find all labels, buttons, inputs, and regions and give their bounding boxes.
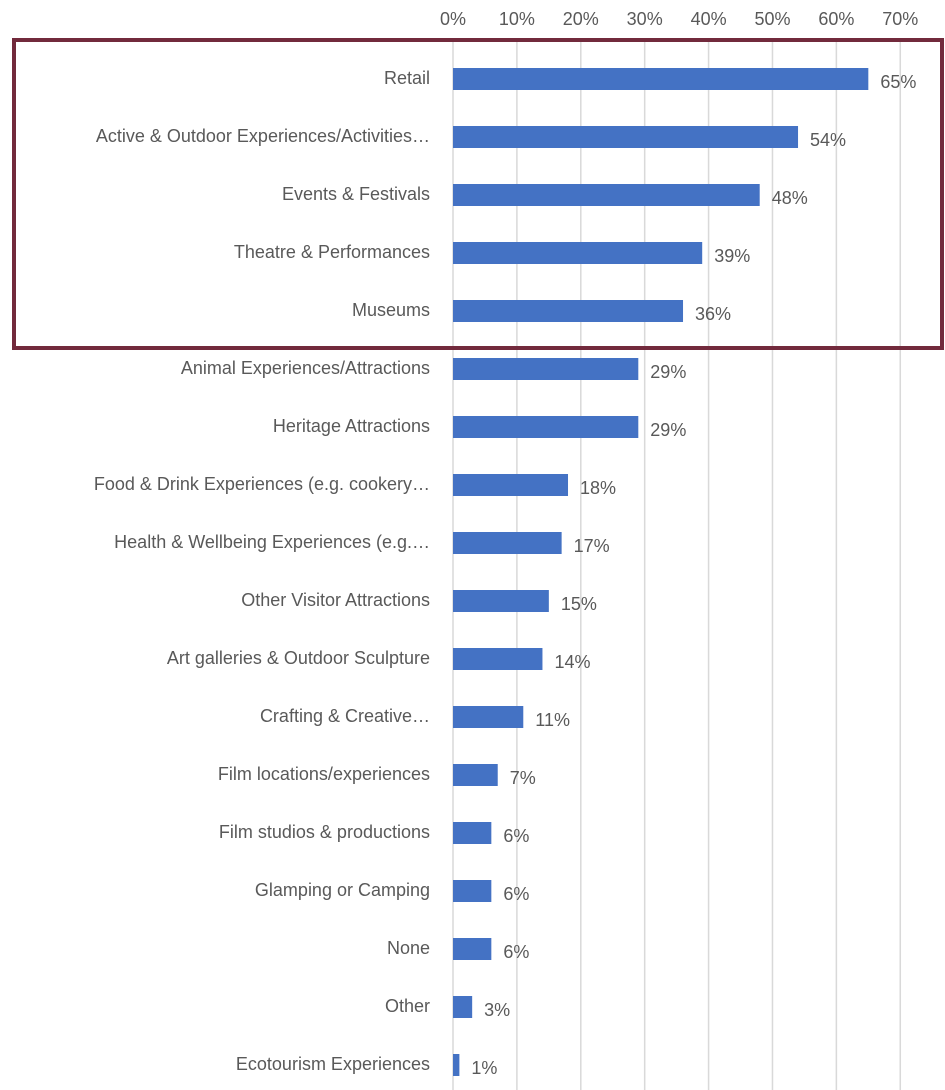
y-tick-label: Glamping or Camping — [255, 880, 430, 900]
bar — [453, 706, 524, 728]
y-tick-label: None — [387, 938, 430, 958]
bar — [453, 416, 639, 438]
y-tick-label: Theatre & Performances — [234, 242, 430, 262]
y-tick-label: Film studios & productions — [219, 822, 430, 842]
y-tick-label: Health & Wellbeing Experiences (e.g.… — [114, 532, 430, 552]
value-label: 6% — [503, 942, 529, 962]
highlight-box — [12, 38, 944, 350]
y-tick-label: Crafting & Creative… — [260, 706, 430, 726]
bar — [453, 938, 492, 960]
y-tick-label: Other — [385, 996, 430, 1016]
value-label: 54% — [810, 130, 846, 150]
bar — [453, 822, 492, 844]
bar — [453, 764, 498, 786]
x-tick-label: 70% — [882, 9, 918, 29]
bar — [453, 996, 473, 1018]
value-label: 7% — [510, 768, 536, 788]
x-tick-label: 0% — [440, 9, 466, 29]
bar — [453, 648, 543, 670]
bar — [453, 532, 562, 554]
y-tick-label: Other Visitor Attractions — [241, 590, 430, 610]
bar — [453, 880, 492, 902]
y-tick-label: Ecotourism Experiences — [236, 1054, 430, 1074]
bar — [453, 68, 869, 90]
x-tick-label: 60% — [818, 9, 854, 29]
bar — [453, 590, 549, 612]
bar — [453, 126, 799, 148]
y-tick-label: Art galleries & Outdoor Sculpture — [167, 648, 430, 668]
y-tick-label: Animal Experiences/Attractions — [181, 358, 430, 378]
bar — [453, 474, 569, 496]
value-label: 36% — [695, 304, 731, 324]
value-label: 14% — [554, 652, 590, 672]
y-tick-label: Food & Drink Experiences (e.g. cookery… — [94, 474, 430, 494]
bar — [453, 242, 703, 264]
value-label: 29% — [650, 362, 686, 382]
bar — [453, 184, 760, 206]
y-tick-label: Active & Outdoor Experiences/Activities… — [96, 126, 430, 146]
value-label: 29% — [650, 420, 686, 440]
x-tick-label: 40% — [691, 9, 727, 29]
value-label: 65% — [880, 72, 916, 92]
value-label: 1% — [471, 1058, 497, 1078]
bar — [453, 358, 639, 380]
value-label: 48% — [772, 188, 808, 208]
value-label: 17% — [574, 536, 610, 556]
x-tick-label: 20% — [563, 9, 599, 29]
y-tick-label: Events & Festivals — [282, 184, 430, 204]
value-label: 3% — [484, 1000, 510, 1020]
value-label: 6% — [503, 884, 529, 904]
value-label: 39% — [714, 246, 750, 266]
bar — [453, 1054, 460, 1076]
y-tick-label: Film locations/experiences — [218, 764, 430, 784]
y-tick-label: Retail — [384, 68, 430, 88]
bar — [453, 300, 684, 322]
value-label: 15% — [561, 594, 597, 614]
y-tick-label: Museums — [352, 300, 430, 320]
value-label: 18% — [580, 478, 616, 498]
value-label: 11% — [535, 710, 570, 730]
x-tick-label: 10% — [499, 9, 535, 29]
value-label: 6% — [503, 826, 529, 846]
x-tick-label: 50% — [754, 9, 790, 29]
x-tick-label: 30% — [627, 9, 663, 29]
y-tick-label: Heritage Attractions — [273, 416, 430, 436]
